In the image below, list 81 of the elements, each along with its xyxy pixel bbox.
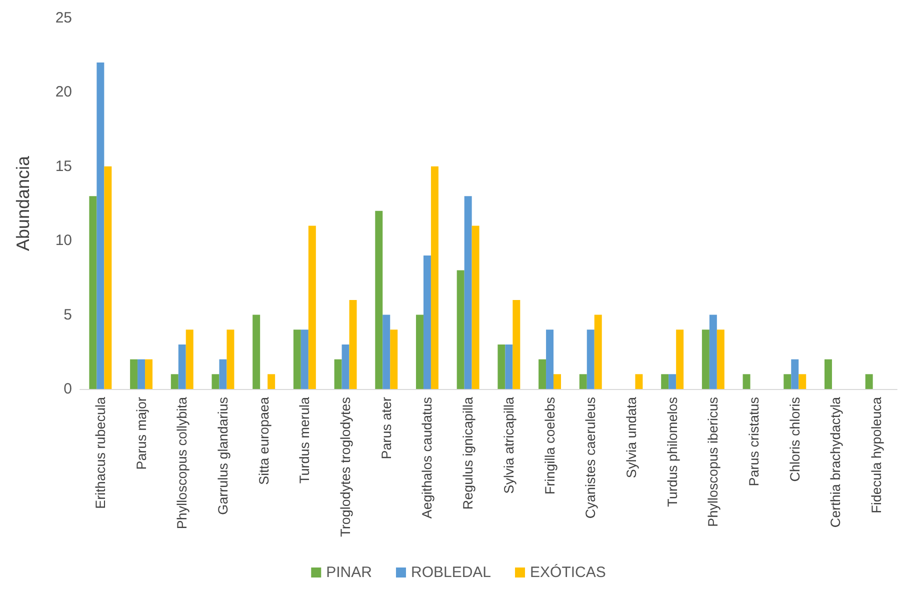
bar [212, 374, 220, 389]
bar [138, 359, 146, 389]
bar [512, 300, 520, 389]
bar [784, 374, 792, 389]
x-tick-label: Sitta europaea [256, 396, 272, 485]
bar [464, 196, 472, 389]
bar [268, 374, 276, 389]
bar [702, 330, 710, 389]
bar [709, 314, 717, 389]
bar [668, 374, 676, 389]
x-tick-label: Fidecula hypoleuca [869, 396, 884, 514]
bar [716, 330, 724, 389]
bar [505, 344, 513, 389]
bar [300, 330, 308, 389]
bar [661, 374, 669, 389]
y-tick-label: 5 [64, 306, 72, 324]
y-tick-label: 10 [55, 232, 72, 250]
y-axis-title: Abundancia [13, 154, 33, 252]
bar [546, 330, 554, 389]
bar [342, 344, 350, 389]
x-tick-label: Sylvia atricapilla [501, 396, 516, 494]
bar [865, 374, 873, 389]
bar [219, 359, 227, 389]
x-tick-label: Erithacus rubecula [92, 396, 108, 509]
bar [586, 330, 594, 389]
x-tick-label: Cyanistes caeruleus [583, 396, 598, 519]
bar [456, 270, 464, 389]
x-tick-label: Garrulus glandarius [215, 396, 230, 515]
bar [676, 330, 684, 389]
x-tick-label: Fringilla coelebs [542, 396, 558, 495]
bar [390, 330, 398, 389]
x-tick-label: Parus cristatus [746, 396, 762, 486]
x-tick-label: Troglodytes troglodytes [338, 396, 354, 537]
x-tick-label: Turdus merula [297, 396, 312, 484]
x-tick-label: Chloris chloris [787, 396, 802, 482]
bar [349, 300, 357, 389]
x-tick-label: Sylvia undata [624, 396, 639, 478]
y-tick-label: 15 [55, 158, 72, 175]
bar [472, 226, 480, 389]
y-tick-label: 0 [64, 380, 72, 398]
bar [594, 314, 602, 389]
x-tick-label: Parus ater [378, 396, 394, 460]
bar [423, 255, 431, 389]
bar [178, 344, 186, 389]
bar [538, 359, 546, 389]
bar [824, 359, 832, 389]
bar [96, 62, 104, 389]
bar [498, 344, 506, 389]
bar [293, 330, 301, 389]
bar [791, 359, 799, 389]
x-tick-label: Turdus philomelos [664, 396, 680, 507]
x-tick-label: Aegithalos caudatus [420, 396, 435, 519]
legend-label: PINAR [326, 564, 372, 581]
bar [89, 196, 97, 389]
bar [635, 374, 643, 389]
bar [145, 359, 153, 389]
bar [554, 374, 562, 389]
bar [579, 374, 587, 389]
y-tick-label: 25 [55, 10, 72, 26]
x-tick-label: Regulus ignicapilla [460, 396, 476, 510]
legend-label: EXÓTICAS [530, 563, 606, 581]
bar [170, 374, 178, 389]
bar [416, 314, 424, 389]
x-tick-label: Phylloscopus collybita [174, 396, 190, 530]
x-tick-label: Parus major [134, 396, 149, 470]
x-tick-label: Certhia brachydactyla [828, 396, 844, 528]
bar [130, 359, 138, 389]
bar [798, 374, 806, 389]
bar [334, 359, 342, 389]
bar [252, 314, 260, 389]
bar [382, 314, 390, 389]
bar [226, 330, 234, 389]
bar [186, 330, 194, 389]
y-tick-label: 20 [55, 84, 72, 101]
x-tick-label: Phylloscopus ibericus [706, 396, 721, 527]
bar [104, 166, 112, 389]
bar [375, 210, 383, 389]
bar [742, 374, 750, 389]
legend-label: ROBLEDAL [410, 564, 492, 581]
bar [308, 226, 316, 389]
bar [430, 166, 438, 389]
